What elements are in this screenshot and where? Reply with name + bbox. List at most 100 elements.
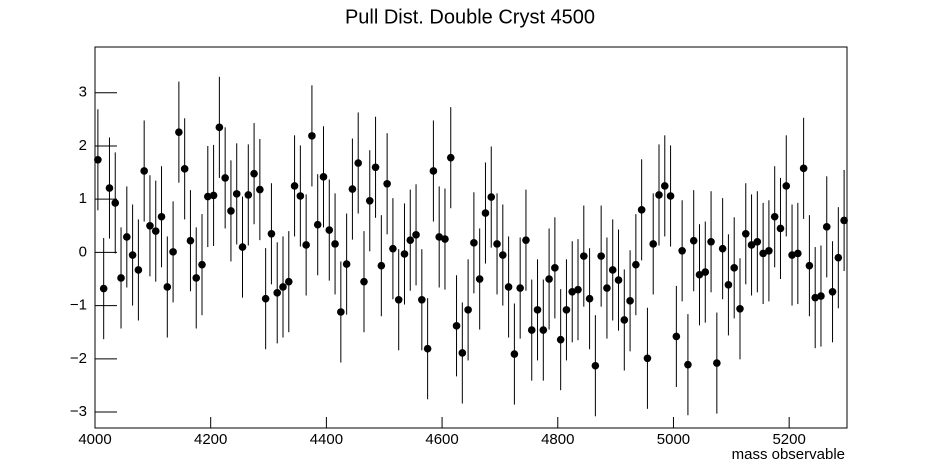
y-tick-label: −1 xyxy=(70,297,87,314)
data-point xyxy=(817,292,825,300)
data-point xyxy=(383,179,391,188)
data-point xyxy=(221,174,229,182)
data-point xyxy=(146,221,154,230)
data-point xyxy=(794,249,802,258)
data-point xyxy=(261,294,270,303)
data-point xyxy=(348,185,357,193)
data-point xyxy=(805,261,814,270)
y-tick-label: −3 xyxy=(70,403,87,420)
data-point xyxy=(707,237,715,246)
data-point xyxy=(128,251,137,259)
data-point xyxy=(597,252,605,260)
data-point xyxy=(788,251,796,259)
data-point xyxy=(215,123,224,132)
data-point xyxy=(585,294,594,303)
x-tick-label: 5200 xyxy=(772,431,805,448)
data-point xyxy=(238,243,247,251)
data-point xyxy=(626,297,634,305)
data-point xyxy=(678,247,686,255)
data-point xyxy=(441,235,449,243)
data-point xyxy=(776,224,785,233)
data-point xyxy=(782,182,791,190)
data-point xyxy=(736,305,744,313)
data-point xyxy=(429,167,438,175)
data-point xyxy=(244,191,253,199)
data-point xyxy=(504,283,513,291)
data-point xyxy=(499,251,507,259)
data-point xyxy=(290,182,299,190)
y-tick-label: 1 xyxy=(79,190,87,207)
data-point xyxy=(313,220,322,229)
data-point xyxy=(713,359,721,367)
data-point xyxy=(418,295,426,304)
data-point xyxy=(394,295,403,304)
data-point xyxy=(342,260,351,268)
data-point xyxy=(458,349,467,357)
data-point xyxy=(840,216,848,225)
data-point xyxy=(522,236,530,244)
data-point xyxy=(724,281,733,289)
data-point xyxy=(232,190,241,198)
data-point xyxy=(539,326,548,334)
data-point xyxy=(435,233,443,241)
data-point xyxy=(753,237,762,246)
data-point xyxy=(302,241,310,249)
data-point xyxy=(730,264,738,272)
x-tick-label: 4400 xyxy=(310,431,343,448)
x-tick-label: 4800 xyxy=(541,431,574,448)
data-point xyxy=(209,191,218,200)
data-point xyxy=(770,212,779,221)
data-point xyxy=(256,185,264,194)
x-tick-label: 4000 xyxy=(78,431,111,448)
data-point xyxy=(718,244,727,253)
data-point xyxy=(510,350,519,358)
data-point xyxy=(284,277,293,286)
data-point xyxy=(377,261,386,270)
y-tick-label: 3 xyxy=(79,84,87,101)
data-point xyxy=(204,192,212,201)
data-point xyxy=(689,236,698,245)
data-point xyxy=(192,274,201,282)
data-point xyxy=(279,283,287,291)
data-point xyxy=(406,236,415,244)
data-point xyxy=(423,344,432,353)
x-axis-label: mass observable xyxy=(732,446,845,463)
data-point xyxy=(400,250,409,258)
data-point xyxy=(180,165,189,173)
data-point xyxy=(470,239,478,247)
data-point xyxy=(765,247,773,255)
data-point xyxy=(701,268,710,276)
x-tick-label: 4600 xyxy=(425,431,458,448)
data-point xyxy=(475,275,484,283)
data-point xyxy=(151,227,160,235)
data-point xyxy=(117,274,125,282)
x-tick-label: 4200 xyxy=(194,431,227,448)
data-point xyxy=(562,306,571,314)
data-point xyxy=(620,316,629,324)
data-point xyxy=(533,306,542,314)
data-point xyxy=(99,284,108,293)
data-point xyxy=(123,233,131,241)
data-point xyxy=(822,223,831,231)
plot-frame xyxy=(94,46,848,429)
data-point xyxy=(140,167,148,175)
data-point xyxy=(655,191,663,199)
data-point xyxy=(360,277,368,286)
data-point xyxy=(695,270,704,279)
chart-title: Pull Dist. Double Cryst 4500 xyxy=(345,6,595,28)
data-point xyxy=(227,207,235,215)
data-point xyxy=(105,184,114,192)
data-point xyxy=(799,164,808,173)
data-point xyxy=(608,266,617,274)
data-point xyxy=(250,169,258,178)
data-point xyxy=(296,192,305,200)
data-point xyxy=(545,275,553,283)
data-point xyxy=(134,266,143,274)
data-point xyxy=(354,159,363,167)
data-point xyxy=(412,231,420,239)
data-point xyxy=(527,326,536,334)
data-point xyxy=(157,212,166,221)
y-tick-label: 0 xyxy=(79,243,87,260)
